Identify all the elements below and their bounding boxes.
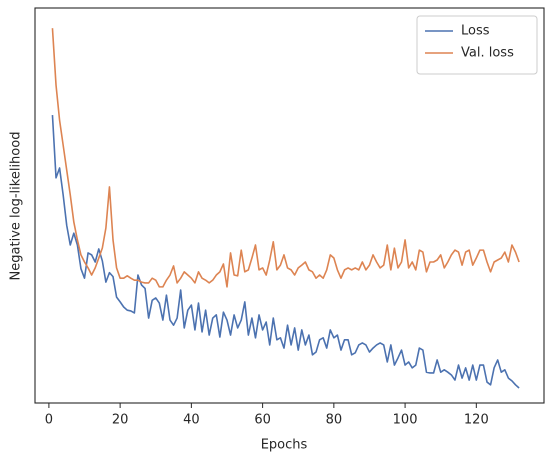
x-tick-label: 60 (254, 413, 271, 428)
x-tick-label: 120 (464, 413, 489, 428)
y-axis-label: Negative log-likelihood (9, 132, 24, 281)
line-series (51, 28, 520, 288)
x-axis-label: Epochs (261, 438, 308, 453)
x-tick-label: 100 (393, 413, 418, 428)
x-tick-label: 20 (112, 413, 129, 428)
x-tick-label: 0 (45, 413, 53, 428)
line-series (51, 114, 520, 389)
legend-label: Loss (461, 24, 490, 39)
x-tick-label: 80 (326, 413, 343, 428)
x-tick-label: 40 (183, 413, 200, 428)
legend-label: Val. loss (461, 46, 514, 61)
plot-frame (34, 7, 545, 404)
